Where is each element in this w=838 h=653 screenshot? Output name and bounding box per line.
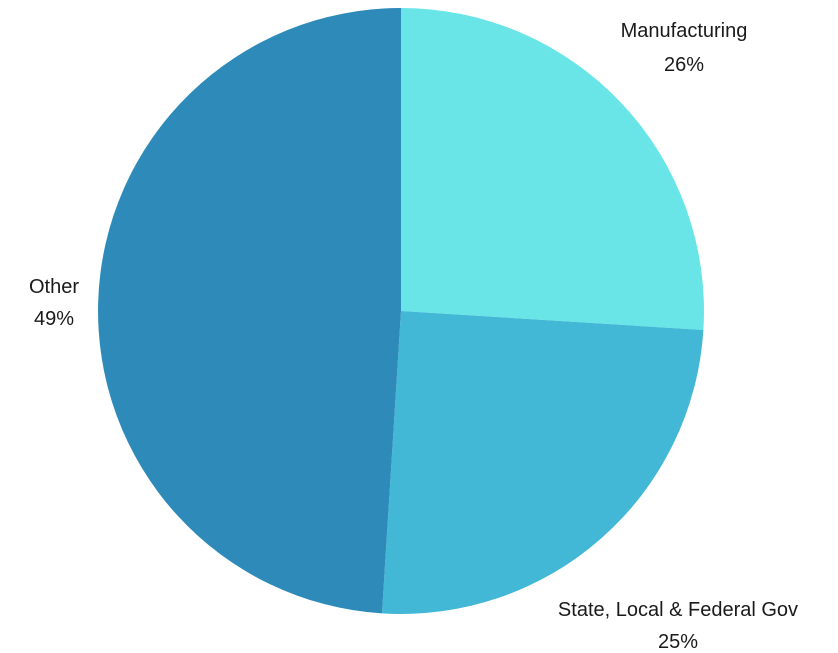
slice-label-other-name: Other [29, 276, 79, 298]
slice-label-manufacturing: Manufacturing 26% [621, 20, 748, 76]
pie-slices [98, 8, 704, 614]
slice-label-manufacturing-name: Manufacturing [621, 20, 748, 42]
slice-label-other-value: 49% [34, 308, 74, 330]
pie-slice-manufacturing [401, 8, 704, 330]
pie-slice-other [98, 8, 401, 613]
slice-label-government-value: 25% [658, 631, 698, 653]
slice-label-government: State, Local & Federal Gov 25% [558, 599, 798, 653]
slice-label-manufacturing-value: 26% [664, 54, 704, 76]
slice-label-other: Other 49% [29, 276, 79, 330]
pie-slice-government [382, 311, 703, 614]
slice-label-government-name: State, Local & Federal Gov [558, 599, 798, 621]
